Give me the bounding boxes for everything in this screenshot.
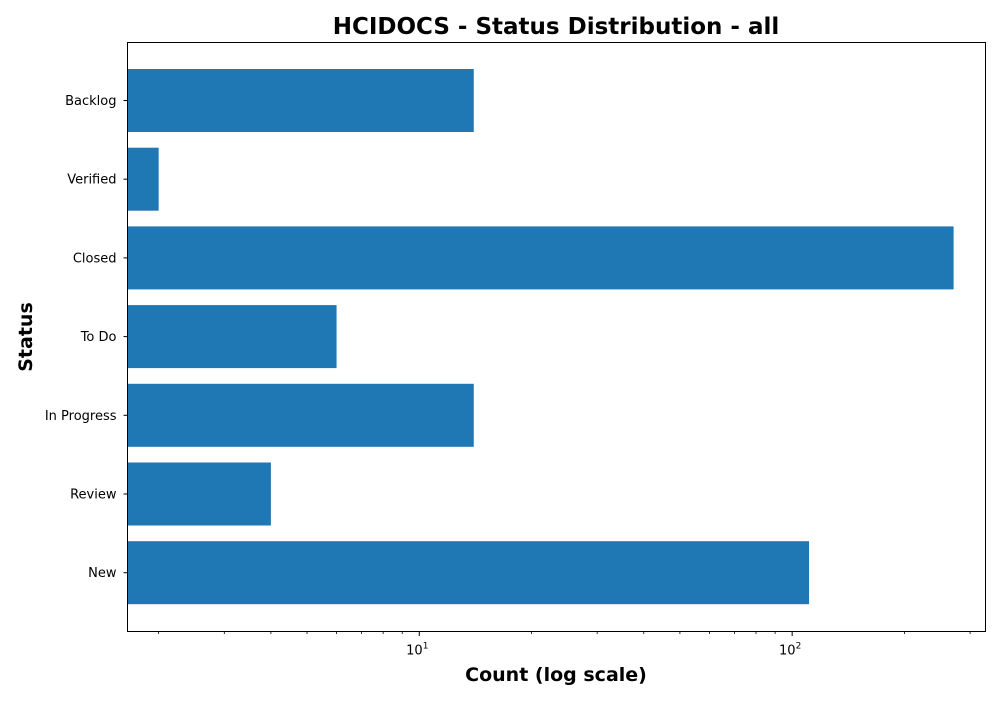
bar-closed <box>127 226 954 290</box>
x-tick-label: 102 <box>779 642 801 659</box>
ticks-layer: Backlog Verified Closed To Do In Progress Rev… <box>45 94 971 659</box>
bars-layer <box>127 69 954 605</box>
bar-to-do <box>127 305 337 369</box>
y-tick-label: Verified <box>67 173 116 188</box>
bar-backlog <box>127 69 474 132</box>
bar-review <box>127 462 271 526</box>
y-tick-label: To Do <box>80 330 117 345</box>
y-tick-label: In Progress <box>45 409 117 424</box>
y-axis-label: Status <box>15 302 37 372</box>
y-tick-label: New <box>88 566 117 581</box>
chart-title: HCIDOCS - Status Distribution - all <box>333 14 780 40</box>
x-tick-label: 101 <box>406 642 428 659</box>
y-tick-label: Backlog <box>65 94 116 109</box>
y-tick-label: Review <box>70 488 117 503</box>
plot-frame <box>127 42 986 632</box>
bar-verified <box>127 147 159 211</box>
y-tick-label: Closed <box>73 251 117 266</box>
bar-in-progress <box>127 383 474 447</box>
bar-new <box>127 541 810 605</box>
x-axis-label: Count (log scale) <box>465 664 647 686</box>
